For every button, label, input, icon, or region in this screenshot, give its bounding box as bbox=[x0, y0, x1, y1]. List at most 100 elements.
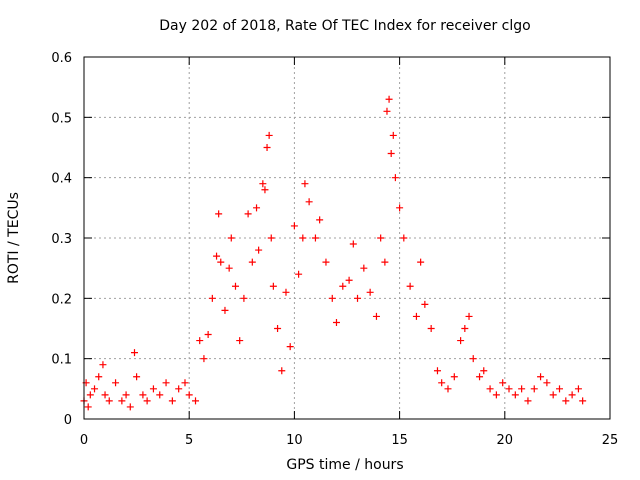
data-point bbox=[480, 367, 488, 375]
data-point bbox=[421, 300, 429, 308]
data-point bbox=[469, 355, 477, 363]
data-point bbox=[524, 397, 532, 405]
data-point bbox=[200, 355, 208, 363]
data-point bbox=[95, 373, 103, 381]
data-point bbox=[385, 95, 393, 103]
data-point bbox=[549, 391, 557, 399]
data-point bbox=[568, 391, 576, 399]
data-point bbox=[438, 379, 446, 387]
grid-lines bbox=[84, 57, 610, 419]
x-tick-label: 5 bbox=[185, 433, 193, 448]
data-point bbox=[301, 180, 309, 188]
data-point bbox=[181, 379, 189, 387]
data-point bbox=[112, 379, 120, 387]
data-point bbox=[391, 174, 399, 182]
data-point bbox=[278, 367, 286, 375]
data-point bbox=[299, 234, 307, 242]
data-point bbox=[162, 379, 170, 387]
data-point bbox=[433, 367, 441, 375]
data-point bbox=[208, 294, 216, 302]
y-tick-label: 0.3 bbox=[51, 232, 72, 247]
y-tick-label: 0.1 bbox=[51, 353, 72, 368]
data-point bbox=[381, 258, 389, 266]
data-point bbox=[261, 186, 269, 194]
data-point bbox=[465, 312, 473, 320]
data-points bbox=[80, 95, 587, 411]
data-point bbox=[118, 397, 126, 405]
data-point bbox=[543, 379, 551, 387]
data-point bbox=[354, 294, 362, 302]
data-point bbox=[259, 180, 267, 188]
data-point bbox=[476, 373, 484, 381]
data-point bbox=[295, 270, 303, 278]
axis-ticks: 0 5 10 15 20 25 0 0.1 0.2 0.3 0.4 0.5 0.6 bbox=[51, 51, 618, 448]
data-point bbox=[332, 318, 340, 326]
x-tick-label: 0 bbox=[80, 433, 88, 448]
data-point bbox=[505, 385, 513, 393]
data-point bbox=[377, 234, 385, 242]
data-point bbox=[192, 397, 200, 405]
data-point bbox=[518, 385, 526, 393]
data-point bbox=[349, 240, 357, 248]
data-point bbox=[574, 385, 582, 393]
data-point bbox=[400, 234, 408, 242]
y-axis-title: ROTI / TECUs bbox=[6, 192, 22, 284]
data-point bbox=[156, 391, 164, 399]
data-point bbox=[486, 385, 494, 393]
data-point bbox=[99, 361, 107, 369]
data-point bbox=[196, 337, 204, 345]
data-point bbox=[530, 385, 538, 393]
data-point bbox=[231, 282, 239, 290]
data-point bbox=[412, 312, 420, 320]
data-point bbox=[316, 216, 324, 224]
data-point bbox=[492, 391, 500, 399]
data-point bbox=[311, 234, 319, 242]
y-tick-label: 0.6 bbox=[51, 51, 72, 66]
x-tick-label: 15 bbox=[391, 433, 408, 448]
data-point bbox=[286, 343, 294, 351]
data-point bbox=[175, 385, 183, 393]
data-point bbox=[406, 282, 414, 290]
y-tick-label: 0.5 bbox=[51, 111, 72, 126]
data-point bbox=[139, 391, 147, 399]
data-point bbox=[562, 397, 570, 405]
data-point bbox=[322, 258, 330, 266]
data-point bbox=[427, 325, 435, 332]
data-point bbox=[215, 210, 223, 218]
data-point bbox=[248, 258, 256, 266]
data-point bbox=[253, 204, 261, 212]
data-point bbox=[225, 264, 233, 272]
data-point bbox=[84, 403, 92, 411]
data-point bbox=[122, 391, 130, 399]
data-point bbox=[444, 385, 452, 393]
data-point bbox=[269, 282, 277, 290]
data-point bbox=[366, 288, 374, 296]
data-point bbox=[126, 403, 134, 411]
y-tick-label: 0 bbox=[64, 413, 72, 428]
data-point bbox=[511, 391, 519, 399]
data-point bbox=[130, 349, 138, 357]
data-point bbox=[274, 325, 282, 332]
data-point bbox=[236, 337, 244, 345]
data-point bbox=[143, 397, 151, 405]
data-point bbox=[556, 385, 564, 393]
data-point bbox=[91, 385, 99, 393]
data-point bbox=[213, 252, 221, 260]
data-point bbox=[227, 234, 235, 242]
data-point bbox=[204, 331, 212, 339]
data-point bbox=[339, 282, 347, 290]
data-point bbox=[101, 391, 109, 399]
data-point bbox=[267, 234, 275, 242]
chart-title: Day 202 of 2018, Rate Of TEC Index for r… bbox=[159, 18, 531, 34]
data-point bbox=[255, 246, 263, 254]
data-point bbox=[282, 288, 290, 296]
data-point bbox=[372, 312, 380, 320]
data-point bbox=[244, 210, 252, 218]
x-tick-label: 25 bbox=[602, 433, 619, 448]
data-point bbox=[417, 258, 425, 266]
data-point bbox=[149, 385, 157, 393]
data-point bbox=[105, 397, 113, 405]
data-point bbox=[383, 107, 391, 115]
data-point bbox=[328, 294, 336, 302]
